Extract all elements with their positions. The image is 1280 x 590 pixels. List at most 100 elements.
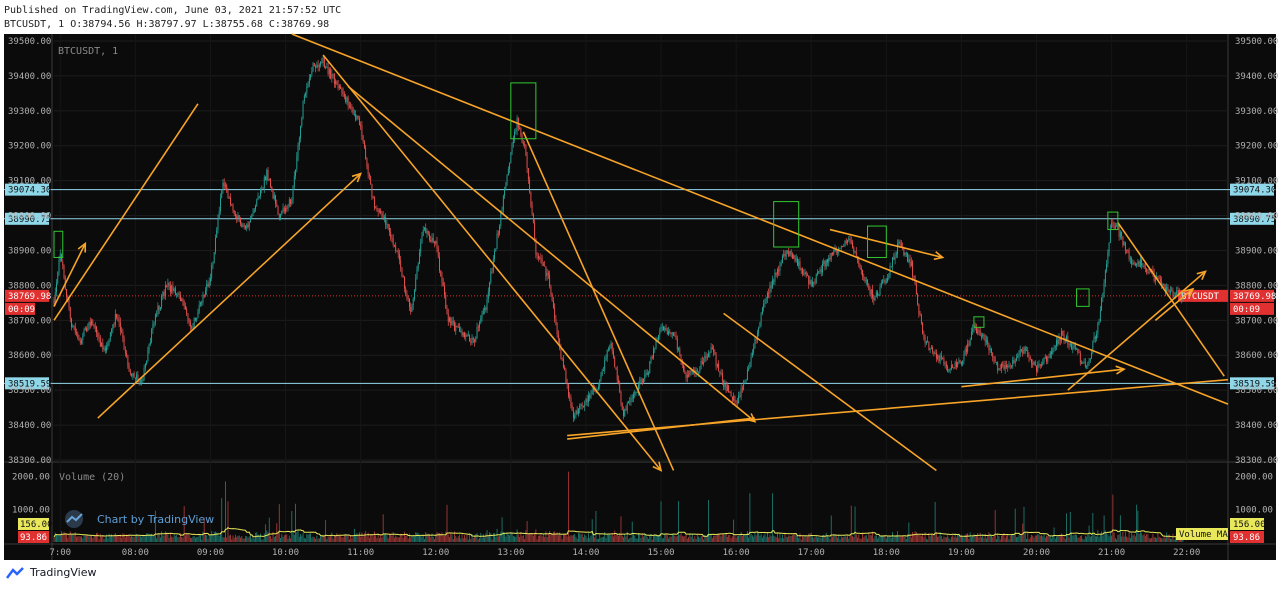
volume-bar (835, 535, 837, 542)
time-tick-label: 19:00 (948, 548, 975, 558)
volume-bar (502, 531, 504, 542)
volume-bar (765, 536, 767, 542)
candle-body (1024, 347, 1026, 351)
candle-body (828, 257, 830, 263)
volume-bar (484, 537, 485, 542)
candle-body (635, 392, 637, 394)
candle-body (108, 338, 110, 344)
candle-body (238, 215, 240, 219)
candle-body (1079, 353, 1081, 363)
volume-bar (610, 535, 612, 542)
volume-bar (912, 531, 914, 542)
candle-body (997, 362, 999, 371)
candle-body (1132, 262, 1134, 265)
candle-body (1054, 346, 1056, 348)
volume-bar (949, 539, 951, 542)
candle-body (922, 322, 924, 334)
candle-body (167, 282, 169, 288)
candle-body (587, 395, 589, 403)
candle-body (393, 244, 395, 246)
volume-bar (84, 535, 86, 542)
candle-body (580, 404, 582, 406)
time-tick-label: 10:00 (272, 548, 299, 558)
volume-bar (306, 534, 308, 542)
candle-body (66, 289, 67, 297)
candle-body (1093, 336, 1095, 342)
candle-body (382, 215, 384, 219)
candle-body (962, 360, 964, 365)
volume-bar (644, 533, 646, 542)
volume-bar (878, 536, 880, 542)
volume-bar (436, 531, 438, 542)
volume-bar (451, 534, 453, 542)
candle-body (1009, 365, 1011, 367)
volume-bar (786, 537, 788, 542)
candle-body (313, 63, 315, 66)
volume-bar (194, 537, 196, 542)
candle-body (1029, 357, 1031, 360)
volume-bar (1129, 537, 1131, 542)
candle-body (1092, 341, 1094, 353)
trendline-arrowhead (77, 241, 87, 253)
volume-bar (769, 534, 771, 542)
volume-bar (439, 533, 440, 542)
candle-body (608, 348, 609, 350)
candle-body (766, 292, 768, 299)
volume-bar (410, 537, 412, 542)
candle-body (577, 408, 579, 415)
candle-body (326, 66, 328, 68)
candle-body (307, 83, 309, 87)
volume-bar (480, 532, 482, 542)
candle-body (799, 261, 801, 270)
candle-body (947, 366, 949, 372)
candle-body (1036, 365, 1037, 372)
candle-body (456, 325, 458, 328)
candle-body (639, 381, 641, 385)
candle-body (365, 147, 367, 159)
volume-bar (227, 501, 229, 542)
volume-bar (839, 539, 841, 542)
candle-body (549, 274, 551, 287)
volume-bar (565, 534, 567, 542)
candle-body (1052, 348, 1054, 354)
volume-bar (1064, 538, 1066, 542)
volume-bar (393, 537, 395, 542)
candle-body (805, 272, 807, 275)
tradingview-logo[interactable]: TradingView (6, 566, 96, 579)
candle-body (139, 380, 141, 383)
candle-body (822, 263, 823, 273)
candle-body (1072, 346, 1074, 350)
volume-bar (98, 539, 100, 542)
candle-body (870, 289, 872, 295)
volume-bar (298, 536, 300, 542)
volume-bar (1081, 535, 1083, 542)
volume-bar (352, 535, 354, 542)
candle-body (790, 250, 792, 255)
candle-body (1136, 264, 1138, 266)
volume-bar (57, 535, 59, 542)
candle-body (96, 326, 97, 333)
candle-body (383, 216, 385, 219)
candle-body (893, 257, 895, 260)
volume-bar (522, 535, 524, 542)
volume-bar (460, 538, 462, 542)
volume-bar (101, 536, 102, 542)
volume-bar (1077, 537, 1079, 542)
candle-body (919, 313, 921, 315)
candle-body (593, 387, 594, 391)
volume-bar (293, 534, 295, 542)
volume-bar (626, 531, 628, 542)
volume-bar (988, 532, 990, 542)
candle-body (390, 231, 392, 238)
candle-body (731, 396, 733, 401)
volume-bar (968, 538, 970, 542)
candle-body (519, 128, 521, 129)
volume-bar (809, 533, 811, 542)
candle-body (422, 229, 424, 236)
volume-bar (848, 538, 850, 542)
candle-body (686, 374, 688, 378)
volume-bar (297, 530, 299, 542)
volume-bar (168, 537, 170, 542)
volume-bar (869, 534, 871, 542)
